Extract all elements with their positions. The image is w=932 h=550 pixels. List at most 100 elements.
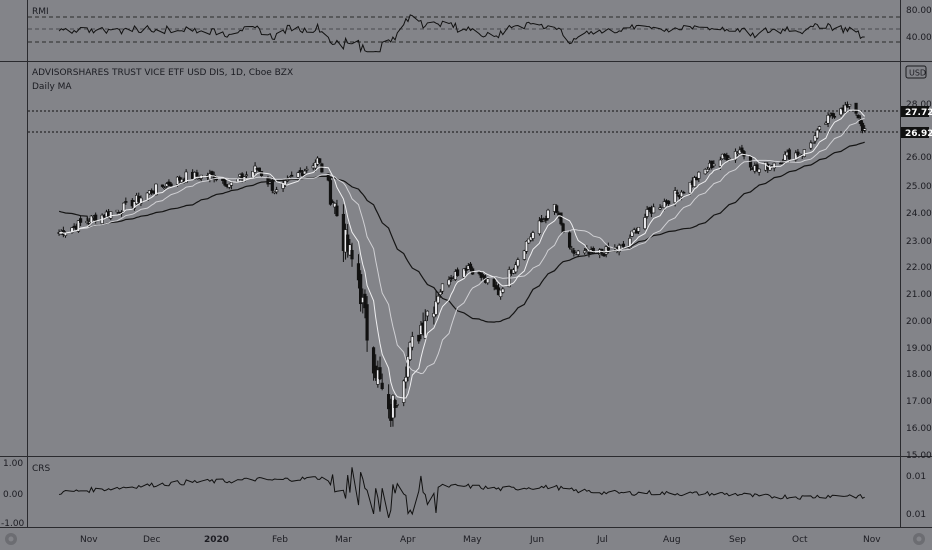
candle-body [436,295,440,304]
candle-body [555,205,559,213]
candle-body [636,226,641,232]
candle-body [167,181,171,186]
price-tick-28: 28.00 [906,100,932,110]
crs-right-tick-upper: 0.01 [906,472,926,482]
candle-body [527,238,531,244]
time-label-nov-2020: Nov [863,535,881,545]
price-tick-16: 16.00 [906,424,932,434]
candle-body [154,183,158,196]
candle-body [163,187,167,190]
candle-body [275,189,279,193]
candle-body [576,250,580,255]
candle-body [809,142,813,149]
crs-left-tick-minus-1: -1.00 [1,519,25,529]
ma-mid-line [58,117,865,375]
candle-body [832,115,837,118]
candle-body [697,171,701,179]
candle-body [229,182,233,186]
candle-body [270,179,274,191]
candle-body [331,201,335,203]
candle-body [320,163,324,173]
crs-right-tick-lower: 0.01 [906,510,926,520]
price-tick-20: 20.00 [906,317,932,327]
currency-button-label[interactable]: USD [909,69,926,78]
candle-body [787,149,791,160]
time-label-aug: Aug [663,535,681,545]
candle-body [587,251,591,255]
candle-body [387,394,391,410]
time-label-mar: Mar [335,535,352,545]
time-label-jul: Jul [596,535,608,545]
time-label-oct: Oct [792,535,808,545]
candle-body [682,191,686,194]
candle-body [160,184,165,187]
candle-body [210,171,214,175]
candle-body [794,152,798,161]
candle-body [402,380,406,403]
currency-button-frame[interactable] [905,65,927,79]
candle-body [298,170,302,173]
candle-body [796,151,800,156]
candle-body [802,149,806,157]
price-tick-24: 24.00 [906,209,932,219]
candle-body [537,220,542,235]
candle-body [561,223,565,233]
crs-line [59,467,865,518]
candle-body [434,301,438,315]
candle-body [628,237,632,249]
candle-body [455,269,460,276]
candle-body [617,244,621,253]
candle-body [634,230,638,234]
candle-body [718,159,722,167]
candle-body [425,310,430,317]
candle-body [348,244,352,256]
candle-body [223,180,227,186]
candle-body [602,253,606,257]
candle-body [688,182,692,194]
candle-body [667,200,671,205]
currency-button[interactable]: USD [905,65,927,79]
candle-body [740,147,744,152]
candle-body [410,336,414,348]
candle-body [447,279,451,286]
left-settings-gear-icon[interactable] [5,533,17,545]
candle-body [567,232,572,248]
candle-body [630,230,634,237]
candle-body [197,178,201,180]
ma-slow-line [58,141,865,323]
candle-body [757,168,761,173]
candle-body [727,157,731,160]
candle-body [184,171,188,183]
candle-body [318,158,322,163]
price-badge-upper [901,106,929,117]
candle-body [570,248,574,250]
candle-body [333,203,337,208]
candle-body [673,190,677,203]
candle-body [692,177,697,187]
crs-left-tick-0: 0.00 [3,490,23,500]
rmi-panel: RMI 80.00 40.00 [28,6,932,54]
price-panel[interactable]: ADVISORSHARES TRUST VICE ETF USD DIS, 1D… [28,65,932,461]
candle-body [651,206,656,214]
ma-fast-line [58,109,866,399]
time-label-jun: Jun [529,535,544,545]
candle-body [356,263,361,281]
candle-body [423,320,427,339]
price-tick-15: 15.00 [906,451,932,461]
price-tick-18: 18.00 [906,370,932,380]
candle-body [417,334,421,342]
candle-body [811,142,815,144]
candle-body [365,304,369,341]
candle-body [522,250,526,260]
candle-body [742,151,746,157]
candle-body [328,180,333,205]
price-tick-22: 22.00 [906,263,932,273]
candle-body [395,403,399,406]
right-settings-gear-icon[interactable] [913,533,925,545]
crs-panel: CRS 1.00 0.00 -1.00 0.01 0.01 [1,459,926,529]
candle-body [546,209,550,219]
time-axis[interactable]: Nov Dec 2020 Feb Mar Apr May Jun Jul Aug… [80,535,881,545]
candle-body [848,103,852,107]
candle-body [132,201,137,209]
